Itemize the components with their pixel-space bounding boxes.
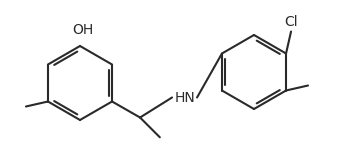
- Text: OH: OH: [72, 23, 94, 37]
- Text: Cl: Cl: [284, 15, 298, 30]
- Text: HN: HN: [175, 90, 196, 105]
